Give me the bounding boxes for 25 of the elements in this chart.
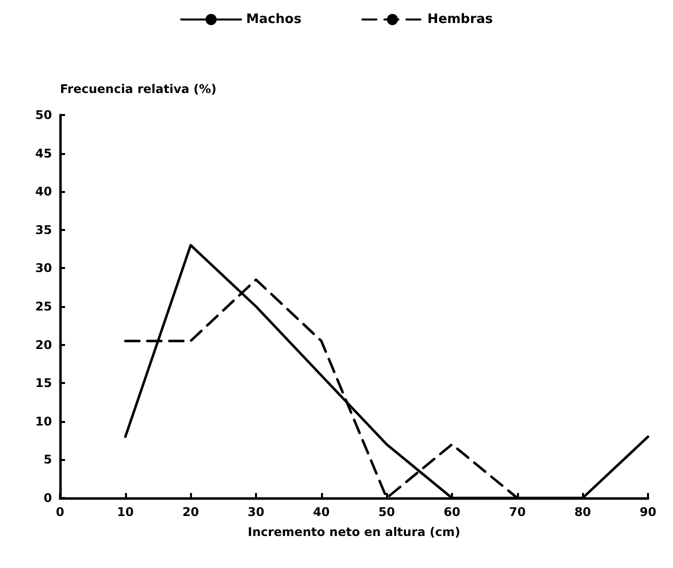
y-tick-label: 5 (44, 452, 52, 467)
y-axis-title: Frecuencia relativa (%) (60, 82, 217, 96)
y-tick-label: 20 (35, 338, 52, 352)
y-tick-label: 30 (35, 261, 52, 276)
x-tick-label: 70 (508, 505, 526, 519)
x-tick-label: 0 (56, 505, 64, 519)
y-tick-label: 15 (35, 376, 52, 390)
x-tick-label: 80 (574, 505, 592, 519)
x-tick-label: 60 (444, 505, 460, 519)
x-tick-label: 50 (378, 505, 396, 519)
y-tick-label: 0 (44, 491, 52, 505)
x-tick-label: 20 (182, 505, 200, 519)
y-tick-label: 35 (35, 222, 52, 237)
y-tick-label: 50 (35, 108, 52, 122)
legend-label: Hembras (427, 12, 494, 27)
y-tick-label: 25 (35, 300, 52, 314)
x-tick-label: 30 (248, 505, 264, 519)
y-tick-label: 45 (35, 146, 52, 160)
y-tick-label: 40 (35, 184, 52, 199)
x-tick-label: 90 (640, 505, 656, 519)
legend-label: Machos (246, 12, 302, 27)
x-axis-title: Incremento neto en altura (cm) (248, 525, 460, 539)
x-tick-label: 40 (312, 505, 330, 519)
x-tick-label: 10 (116, 505, 134, 519)
y-tick-label: 10 (35, 414, 52, 428)
